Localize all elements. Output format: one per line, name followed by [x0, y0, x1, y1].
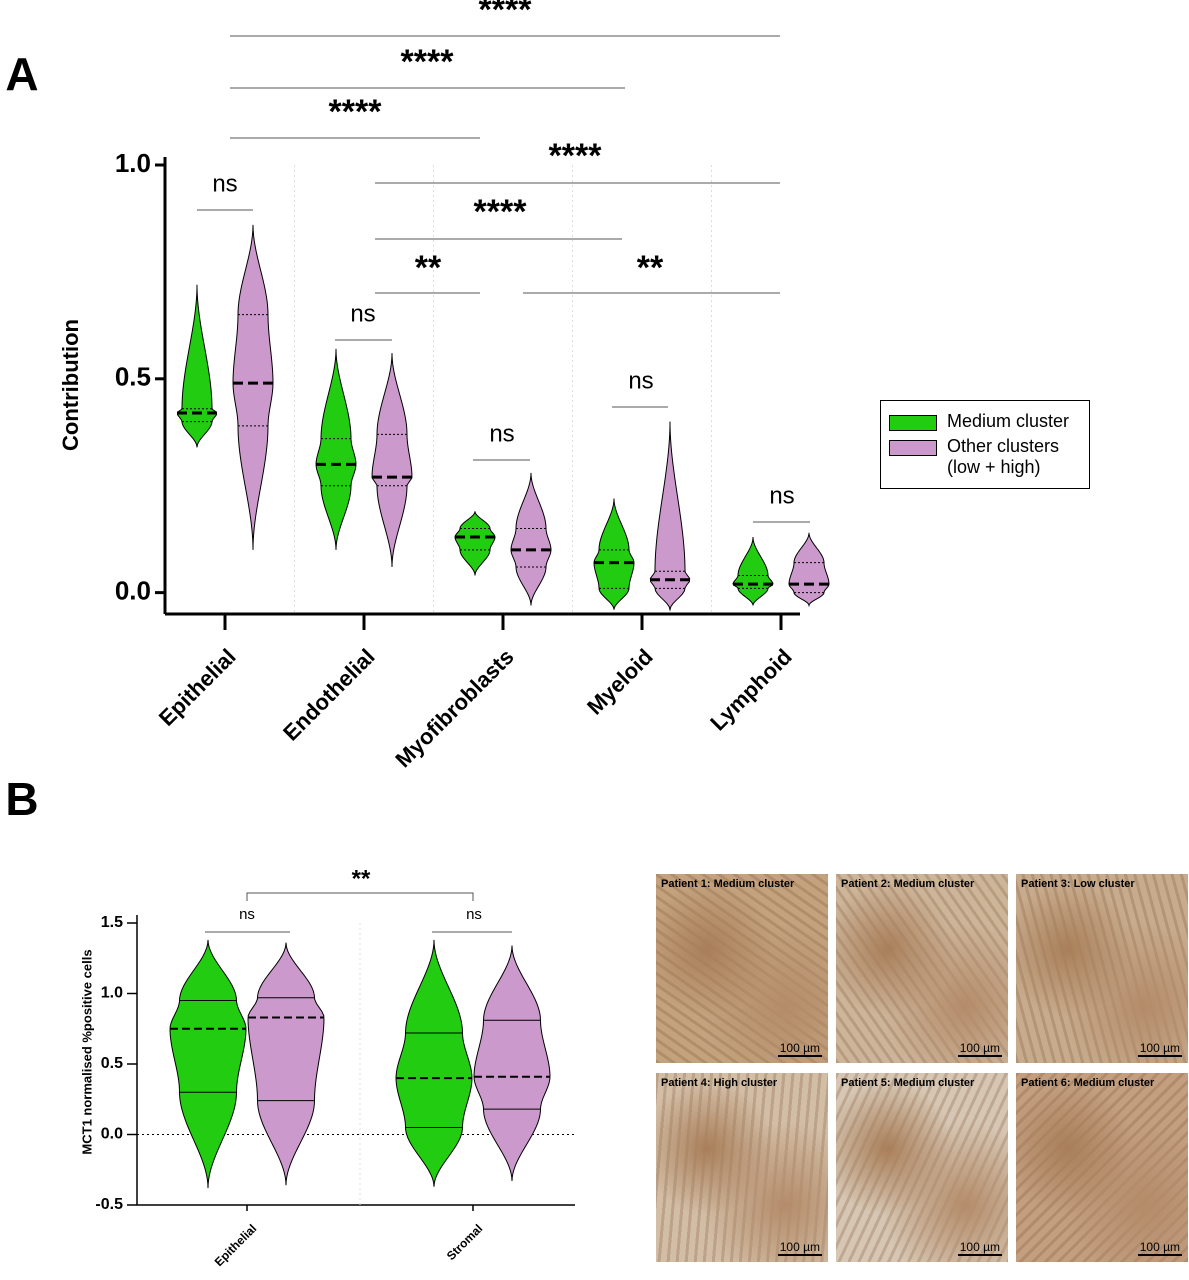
scale-bar: 100 µm — [777, 1240, 822, 1256]
violin — [371, 353, 413, 567]
significance-bracket — [246, 892, 474, 901]
image-title: Patient 3: Low cluster — [1021, 878, 1135, 890]
significance-label: **** — [401, 43, 455, 81]
significance-label: ns — [239, 906, 255, 923]
legend-swatch — [889, 440, 937, 456]
panel-label: B — [5, 773, 38, 825]
image-title: Patient 1: Medium cluster — [661, 878, 795, 890]
violin — [247, 942, 325, 1186]
x-tick-label: Stromal — [444, 1221, 485, 1262]
legend-item: Medium cluster — [889, 411, 1081, 432]
y-tick-label: -0.5 — [95, 1196, 123, 1213]
micrograph: Patient 1: Medium cluster 100 µm — [656, 874, 828, 1063]
violin — [473, 945, 551, 1182]
significance-label: ** — [415, 249, 442, 287]
violin — [593, 498, 635, 610]
significance-label: ** — [352, 865, 371, 892]
significance-label: **** — [549, 137, 603, 175]
significance-label: ns — [212, 170, 237, 197]
image-title: Patient 2: Medium cluster — [841, 878, 975, 890]
x-tick-label: Epithelial — [154, 644, 241, 731]
y-tick-label: 0.0 — [101, 1126, 123, 1143]
x-tick-label: Myofibroblasts — [390, 644, 518, 772]
violin — [232, 224, 274, 550]
image-title: Patient 5: Medium cluster — [841, 1077, 975, 1089]
significance-label: ns — [350, 300, 375, 327]
scale-bar: 100 µm — [1137, 1041, 1182, 1057]
violin — [169, 939, 247, 1189]
micrograph: Patient 5: Medium cluster 100 µm — [836, 1073, 1008, 1262]
image-title: Patient 4: High cluster — [661, 1077, 778, 1089]
legend: Medium cluster Other clusters (low + high… — [880, 400, 1090, 489]
y-axis-label: Contribution — [58, 319, 83, 451]
violin — [454, 511, 496, 576]
y-axis-label: MCT1 normalised %positive cells — [79, 949, 94, 1154]
violin — [732, 537, 774, 606]
violin — [510, 472, 552, 606]
image-title: Patient 6: Medium cluster — [1021, 1077, 1155, 1089]
significance-label: ns — [769, 482, 794, 509]
violin — [788, 532, 830, 608]
y-tick-label: 0.5 — [101, 1055, 123, 1072]
violin — [649, 421, 691, 612]
legend-swatch — [889, 415, 937, 431]
x-tick-label: Epithelial — [212, 1221, 260, 1269]
scale-bar: 100 µm — [1137, 1240, 1182, 1256]
significance-label: ** — [637, 249, 664, 287]
scale-bar: 100 µm — [957, 1041, 1002, 1057]
legend-item: Other clusters (low + high) — [889, 436, 1081, 478]
significance-label: **** — [479, 0, 533, 29]
x-tick-label: Lymphoid — [705, 644, 796, 735]
y-tick-label: 1.0 — [101, 985, 123, 1002]
scale-bar: 100 µm — [777, 1041, 822, 1057]
violin — [315, 348, 357, 550]
significance-label: ns — [628, 367, 653, 394]
significance-label: **** — [329, 93, 383, 131]
y-tick-label: 0.0 — [115, 575, 151, 605]
y-tick-label: 1.5 — [101, 914, 123, 931]
micrograph: Patient 2: Medium cluster 100 µm — [836, 874, 1008, 1063]
significance-label: ns — [489, 420, 514, 447]
x-tick-label: Endothelial — [278, 644, 380, 746]
micrograph: Patient 6: Medium cluster 100 µm — [1016, 1073, 1188, 1262]
legend-label: Medium cluster — [947, 411, 1070, 431]
violin — [177, 284, 217, 448]
significance-label: **** — [474, 193, 528, 231]
violin — [395, 939, 473, 1187]
significance-label: ns — [466, 906, 482, 923]
y-tick-label: 0.5 — [115, 362, 151, 392]
micrograph: Patient 3: Low cluster 100 µm — [1016, 874, 1188, 1063]
micrograph: Patient 4: High cluster 100 µm — [656, 1073, 828, 1262]
y-tick-label: 1.0 — [115, 148, 151, 178]
legend-label: Other clusters (low + high) — [947, 436, 1060, 477]
panel-label: A — [5, 48, 38, 100]
scale-bar: 100 µm — [957, 1240, 1002, 1256]
x-tick-label: Myeloid — [582, 644, 658, 720]
